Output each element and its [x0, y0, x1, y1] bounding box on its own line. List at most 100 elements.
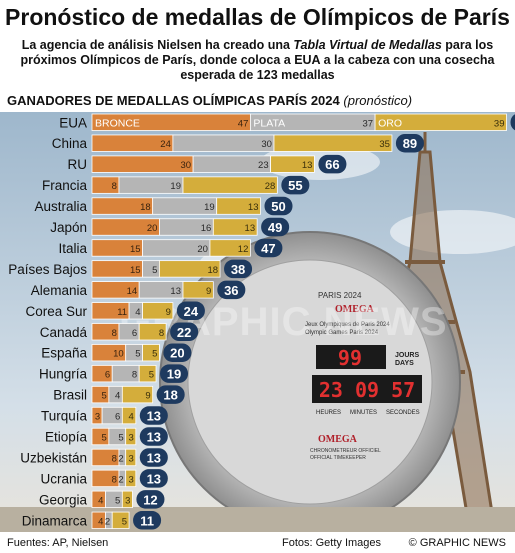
- bar-segment-oro: [158, 260, 221, 278]
- value-label: 15: [130, 265, 141, 276]
- subtitle-text-end: para los próximos Olímpicos de París, do…: [20, 38, 495, 82]
- total-value: 13: [147, 450, 161, 465]
- total-badge: [139, 427, 168, 446]
- total-badge: [510, 114, 515, 131]
- total-value: 13: [147, 471, 161, 486]
- value-label: 5: [118, 433, 123, 444]
- value-label: 4: [129, 412, 134, 423]
- total-badge: [133, 511, 162, 530]
- country-label: Alemania: [31, 283, 88, 298]
- country-label: Uzbekistán: [20, 450, 87, 465]
- total-badge: [395, 133, 424, 153]
- country-label: Australia: [34, 199, 87, 214]
- country-label: España: [41, 346, 87, 361]
- value-label: 18: [140, 202, 151, 213]
- value-label: 4: [98, 516, 103, 527]
- country-label: RU: [68, 157, 88, 172]
- value-label: 8: [159, 328, 164, 339]
- value-label: 18: [207, 265, 218, 276]
- subtitle-italic: Tabla Virtual de Medallas: [293, 38, 442, 52]
- value-label: 13: [245, 223, 256, 234]
- total-badge: [139, 448, 168, 467]
- svg-text:JOURS: JOURS: [395, 352, 419, 359]
- countdown-clock: PARIS 2024 OMEGA Jeux Olympiques de Pari…: [159, 231, 461, 532]
- total-value: 11: [140, 513, 154, 528]
- value-label: 39: [494, 118, 505, 129]
- total-badge: [264, 196, 293, 216]
- page-title: Pronóstico de medallas de Olímpicos de P…: [5, 4, 510, 30]
- value-label: 19: [204, 202, 215, 213]
- country-label: Ucrania: [40, 471, 87, 486]
- total-value: 20: [170, 346, 184, 361]
- ground: [0, 507, 515, 532]
- total-badge: [163, 343, 192, 362]
- total-badge: [261, 217, 290, 237]
- value-label: 2: [118, 453, 123, 464]
- value-label: 3: [129, 433, 134, 444]
- subtitle: La agencia de análisis Nielsen ha creado…: [10, 38, 505, 83]
- value-label: 5: [102, 433, 107, 444]
- value-label: 2: [105, 516, 110, 527]
- value-label: 6: [105, 370, 110, 381]
- bar-segment-oro: [182, 281, 214, 299]
- bar-segment-oro: [138, 364, 157, 383]
- total-value: 38: [231, 262, 245, 277]
- value-label: 5: [149, 370, 154, 381]
- total-value: 66: [325, 157, 339, 172]
- sources: Fuentes: AP, Nielsen: [7, 537, 109, 549]
- value-label: 8: [132, 370, 137, 381]
- country-label: EUA: [59, 115, 87, 130]
- bar-segment-oro: [273, 134, 393, 152]
- bar-segment-oro: [209, 239, 251, 257]
- bar-segment-oro: [111, 511, 130, 529]
- country-label: Italia: [58, 241, 87, 256]
- value-label: 37: [363, 118, 374, 129]
- value-label: 30: [261, 139, 272, 150]
- total-value: 12: [143, 492, 157, 507]
- value-label: 13: [302, 160, 313, 171]
- svg-text:DAYS: DAYS: [395, 360, 414, 367]
- total-value: 55: [288, 178, 302, 193]
- value-label: 8: [112, 328, 117, 339]
- value-label: 3: [95, 412, 100, 423]
- omega-top: OMEGA: [335, 304, 375, 315]
- chart-heading-note: (pronóstico): [343, 93, 413, 108]
- bar-segment-plata: [172, 134, 275, 152]
- country-label: Etiopía: [45, 430, 88, 445]
- svg-text:Jeux Olympiques de Paris 2024: Jeux Olympiques de Paris 2024: [305, 322, 390, 328]
- chart-heading: GANADORES DE MEDALLAS OLÍMPICAS PARÍS 20…: [7, 93, 412, 108]
- clock-time: 23 09 57: [319, 378, 415, 402]
- svg-text:MINUTES: MINUTES: [350, 410, 377, 416]
- value-label: 4: [98, 495, 103, 506]
- value-label: 30: [181, 160, 192, 171]
- value-label: 16: [201, 223, 212, 234]
- bar-segment-bronce: [91, 155, 194, 173]
- photo-credit: Fotos: Getty Images: [282, 537, 382, 549]
- bar-segment-oro: [212, 218, 258, 236]
- total-value: 36: [224, 283, 238, 298]
- country-label: Países Bajos: [8, 262, 87, 277]
- total-value: 18: [163, 388, 177, 403]
- value-label: 9: [206, 286, 211, 297]
- bar-segment-oro: [142, 344, 160, 362]
- value-label: 5: [102, 391, 107, 402]
- svg-text:SECONDES: SECONDES: [386, 410, 420, 416]
- total-value: 22: [177, 325, 191, 340]
- svg-text:Olympic Games Paris 2024: Olympic Games Paris 2024: [305, 330, 379, 336]
- value-label: 6: [115, 412, 120, 423]
- value-label: 24: [160, 139, 171, 150]
- bar-segment-oro: [142, 302, 174, 320]
- svg-text:CHRONOMETREUR OFFICIEL: CHRONOMETREUR OFFICIEL: [310, 448, 381, 454]
- total-badges: 1238966555049473836242220191813131313121…: [133, 114, 515, 530]
- bar-segment-oro: [374, 113, 507, 131]
- total-badge: [160, 364, 189, 383]
- country-label: Hungría: [39, 367, 88, 382]
- bar-segment-oro: [121, 490, 133, 509]
- country-label: Turquía: [41, 409, 88, 424]
- total-badge: [217, 280, 246, 300]
- svg-text:OFFICIAL TIMEKEEPER: OFFICIAL TIMEKEEPER: [310, 455, 366, 461]
- value-label: 5: [152, 265, 157, 276]
- total-badge: [136, 490, 165, 509]
- series-name-label: ORO: [378, 117, 402, 129]
